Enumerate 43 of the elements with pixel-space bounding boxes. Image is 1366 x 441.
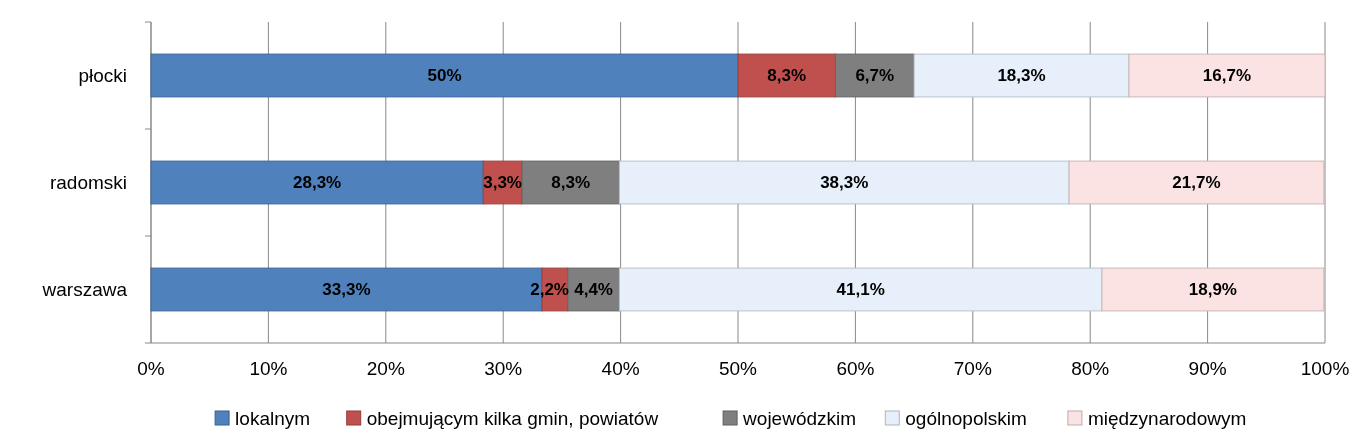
y-tick-label: radomski [49, 172, 127, 194]
x-tick-label: 30% [484, 358, 523, 379]
x-tick-label: 100% [1300, 358, 1350, 379]
legend-label: ogólnopolskim [905, 408, 1027, 429]
x-tick-label: 90% [1188, 358, 1227, 379]
bar [913, 53, 1130, 98]
legend-label: obejmującym kilka gmin, powiatów [366, 408, 659, 429]
data-label: 28,3% [293, 173, 342, 193]
x-tick-label: 0% [137, 358, 165, 379]
data-label: 38,3% [820, 173, 869, 193]
data-label: 8,3% [767, 66, 807, 86]
bar [1128, 53, 1326, 98]
bar [150, 53, 739, 98]
bar [1068, 160, 1325, 205]
x-tick-label: 60% [836, 358, 875, 379]
y-tick-label: płocki [78, 65, 127, 87]
x-tick-label: 70% [953, 358, 992, 379]
x-tick-label: 40% [601, 358, 640, 379]
bar [737, 53, 836, 98]
x-tick-label: 50% [718, 358, 758, 379]
bar [150, 160, 484, 205]
bar [618, 160, 1070, 205]
data-label: 16,7% [1202, 66, 1252, 86]
data-label: 4,4% [574, 280, 613, 300]
legend-label: międzynarodowym [1087, 408, 1247, 429]
data-label: 41,1% [836, 280, 885, 300]
bar [521, 160, 620, 205]
legend-label: lokalnym [235, 408, 311, 429]
bar [1101, 267, 1325, 312]
data-label: 18,9% [1188, 280, 1237, 300]
data-label: 50% [427, 66, 462, 86]
data-label: 3,3% [483, 173, 522, 193]
data-label: 18,3% [997, 66, 1046, 86]
data-label: 6,7% [855, 66, 895, 86]
x-tick-label: 20% [366, 358, 405, 379]
data-label: 8,3% [551, 173, 591, 193]
x-tick-label: 80% [1071, 358, 1110, 379]
x-tick-label: 10% [249, 358, 288, 379]
data-label: 21,7% [1172, 173, 1221, 193]
legend-label: wojewódzkim [742, 408, 857, 429]
y-tick-label: warszawa [41, 279, 128, 301]
bar [618, 267, 1103, 312]
data-label: 33,3% [322, 280, 371, 300]
